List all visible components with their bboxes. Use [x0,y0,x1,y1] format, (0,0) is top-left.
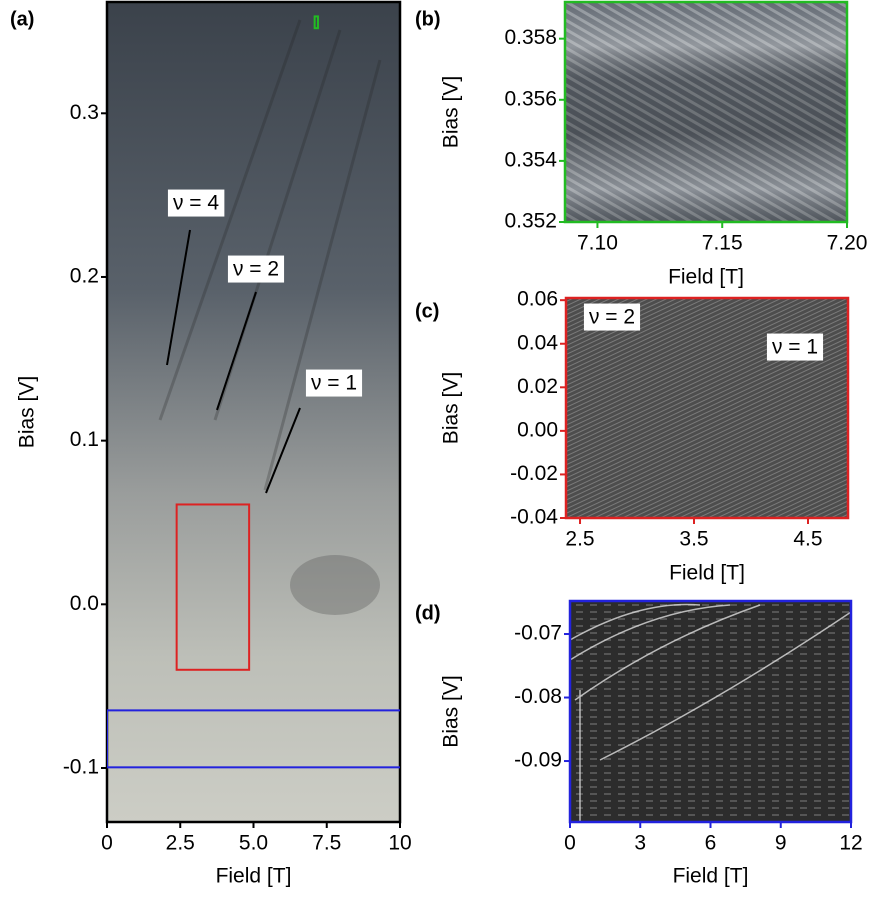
x-axis-label: Field [T] [669,562,745,585]
y-tick-label: -0.09 [514,749,562,772]
y-tick-label: -0.1 [63,756,99,779]
y-tick-label: 0.354 [504,148,557,171]
annotation-box [305,369,363,397]
annotation: ν = 1 [772,336,818,359]
y-tick-label: -0.07 [514,622,562,645]
trace [569,603,701,641]
band-shading [565,2,847,222]
y-tick-label: -0.04 [510,506,558,529]
x-tick-label: 4.5 [793,528,822,551]
image-map [107,2,400,822]
annotation-line [265,407,301,494]
x-tick-label: 7.15 [702,232,743,255]
y-tick-label: -0.08 [514,685,562,708]
frame [564,296,850,520]
x-axis-label: Field [T] [668,266,744,289]
annotation-box [227,255,285,283]
frame [568,599,853,824]
y-tick-label: 0.1 [70,428,99,451]
streak [158,19,302,421]
texture [569,603,852,822]
trace [569,604,731,661]
streak [263,59,382,491]
annotation: ν = 1 [311,372,357,395]
region-box [107,709,400,769]
annotation-line [216,291,257,411]
region-boxes [107,15,400,769]
y-tick-label: 0.0 [70,592,99,615]
x-tick-label: 0 [101,832,113,855]
y-axis-label: Bias [V] [440,76,463,148]
annotation-box [167,189,225,217]
y-tick-label: 0.356 [504,87,557,110]
annotation-line [166,229,191,366]
x-tick-label: 3.5 [679,528,708,551]
annotation-box [766,333,824,361]
y-tick-label: 0.02 [517,375,558,398]
annotation: ν = 2 [589,306,635,329]
y-tick-label: 0.358 [504,26,557,49]
x-tick-label: 2.5 [565,528,594,551]
region-box [175,503,251,671]
x-tick-label: 12 [839,832,862,855]
x-tick-label: 9 [775,832,787,855]
x-tick-label: 6 [705,832,717,855]
y-axis-label: Bias [V] [16,376,39,448]
annotation: ν = 2 [233,258,279,281]
region-box [313,15,319,30]
x-tick-label: 2.5 [166,832,195,855]
trace [599,611,852,761]
y-axis-label: Bias [V] [440,372,463,444]
y-tick-label: 0.00 [517,418,558,441]
x-tick-label: 7.5 [312,832,341,855]
x-tick-label: 7.10 [577,232,618,255]
x-tick-label: 5.0 [239,832,268,855]
y-tick-label: 0.3 [70,101,99,124]
x-axis-label: Field [T] [673,865,749,888]
panel-label: (a) [10,8,34,30]
annotation: ν = 4 [173,192,219,215]
y-axis-label: Bias [V] [440,675,463,747]
y-tick-label: 0.06 [517,288,558,311]
panel-label: (c) [415,300,439,322]
x-tick-label: 3 [634,832,646,855]
frame [105,0,402,824]
dark-spot [290,555,380,615]
frame [563,0,849,224]
panel-label: (d) [415,602,441,624]
y-tick-label: 0.352 [504,210,557,233]
y-tick-label: -0.02 [510,462,558,485]
x-tick-label: 10 [388,832,411,855]
annotation-box [583,303,641,331]
y-tick-label: 0.04 [517,331,558,354]
trace [574,604,761,701]
x-tick-label: 7.20 [827,232,868,255]
y-tick-label: 0.2 [70,265,99,288]
x-tick-label: 0 [564,832,576,855]
panel-label: (b) [415,8,441,30]
image-map [566,298,848,518]
x-axis-label: Field [T] [216,865,292,888]
image-map [570,601,851,822]
